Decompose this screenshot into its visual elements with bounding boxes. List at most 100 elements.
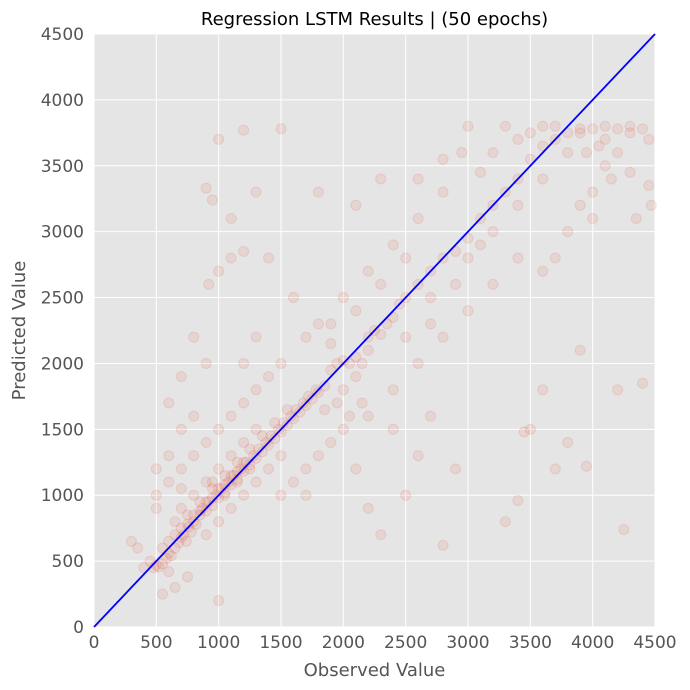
x-tick-label: 1000: [197, 633, 240, 653]
data-point: [462, 252, 474, 264]
data-point: [287, 292, 299, 304]
data-point: [618, 523, 630, 535]
y-axis-ticks: 0 500 1000 1500 2000 2500 3000 3500 4000 4500: [41, 25, 84, 638]
data-point: [549, 252, 561, 264]
data-point: [300, 489, 312, 501]
data-point: [537, 120, 549, 132]
data-point: [362, 410, 374, 422]
data-point: [437, 539, 449, 551]
data-point: [238, 397, 250, 409]
data-point: [163, 450, 175, 462]
data-point: [300, 331, 312, 343]
y-tick-label: 2000: [41, 354, 84, 374]
data-point: [300, 400, 312, 412]
data-point: [260, 437, 272, 449]
data-point: [194, 496, 206, 508]
y-tick-label: 3500: [41, 157, 84, 177]
data-point: [297, 397, 309, 409]
data-point: [178, 529, 190, 541]
data-point: [213, 265, 225, 277]
data-point: [185, 526, 197, 538]
data-point: [213, 492, 225, 504]
data-point: [400, 331, 412, 343]
data-point: [587, 186, 599, 198]
data-point: [275, 123, 287, 135]
data-point: [165, 550, 177, 562]
data-point: [599, 160, 611, 172]
x-tick-label: 2000: [322, 633, 365, 653]
x-tick-label: 3500: [509, 633, 552, 653]
data-point: [612, 147, 624, 159]
data-point: [574, 199, 586, 211]
data-point: [294, 406, 306, 418]
data-point: [331, 397, 343, 409]
data-point: [412, 357, 424, 369]
data-point: [400, 489, 412, 501]
data-point: [325, 437, 337, 449]
data-point: [188, 410, 200, 422]
data-point: [188, 450, 200, 462]
data-point: [450, 463, 462, 475]
data-point: [281, 404, 293, 416]
data-point: [163, 397, 175, 409]
y-tick-label: 1000: [41, 486, 84, 506]
x-tick-label: 2500: [384, 633, 427, 653]
data-point: [223, 476, 235, 488]
data-point: [425, 410, 437, 422]
data-point: [238, 437, 250, 449]
data-point: [580, 460, 592, 472]
data-point: [238, 124, 250, 136]
data-point: [163, 566, 175, 578]
data-point: [605, 173, 617, 185]
data-point: [499, 120, 511, 132]
y-tick-label: 0: [73, 618, 84, 638]
data-point: [462, 120, 474, 132]
data-point: [512, 199, 524, 211]
data-point: [250, 452, 262, 464]
data-point: [206, 194, 218, 206]
data-point: [375, 173, 387, 185]
data-point: [225, 479, 237, 491]
data-point: [412, 173, 424, 185]
data-point: [225, 502, 237, 514]
data-point: [248, 450, 260, 462]
data-point: [387, 384, 399, 396]
data-point: [537, 173, 549, 185]
data-point: [450, 278, 462, 290]
data-point: [269, 417, 281, 429]
x-tick-label: 500: [140, 633, 172, 653]
data-point: [150, 489, 162, 501]
data-point: [200, 529, 212, 541]
y-tick-label: 500: [52, 552, 84, 572]
data-point: [238, 489, 250, 501]
y-axis-title: Predicted Value: [9, 261, 30, 401]
y-tick-label: 2500: [41, 289, 84, 309]
data-point: [263, 252, 275, 264]
data-point: [175, 531, 187, 543]
data-point: [630, 212, 642, 224]
data-point: [350, 305, 362, 317]
data-point: [310, 384, 322, 396]
data-point: [624, 166, 636, 178]
data-point: [562, 147, 574, 159]
data-point: [213, 595, 225, 607]
data-point: [169, 516, 181, 528]
data-point: [487, 226, 499, 238]
data-point: [235, 463, 247, 475]
data-point: [287, 413, 299, 425]
data-point: [474, 239, 486, 251]
data-point: [200, 437, 212, 449]
data-point: [244, 459, 256, 471]
data-point: [175, 483, 187, 495]
data-point: [362, 344, 374, 356]
data-point: [356, 397, 368, 409]
data-point: [225, 450, 237, 462]
data-point: [312, 386, 324, 398]
y-tick-label: 4500: [41, 25, 84, 45]
data-point: [210, 489, 222, 501]
data-point: [256, 430, 268, 442]
data-point: [337, 384, 349, 396]
data-point: [200, 476, 212, 488]
data-point: [375, 278, 387, 290]
